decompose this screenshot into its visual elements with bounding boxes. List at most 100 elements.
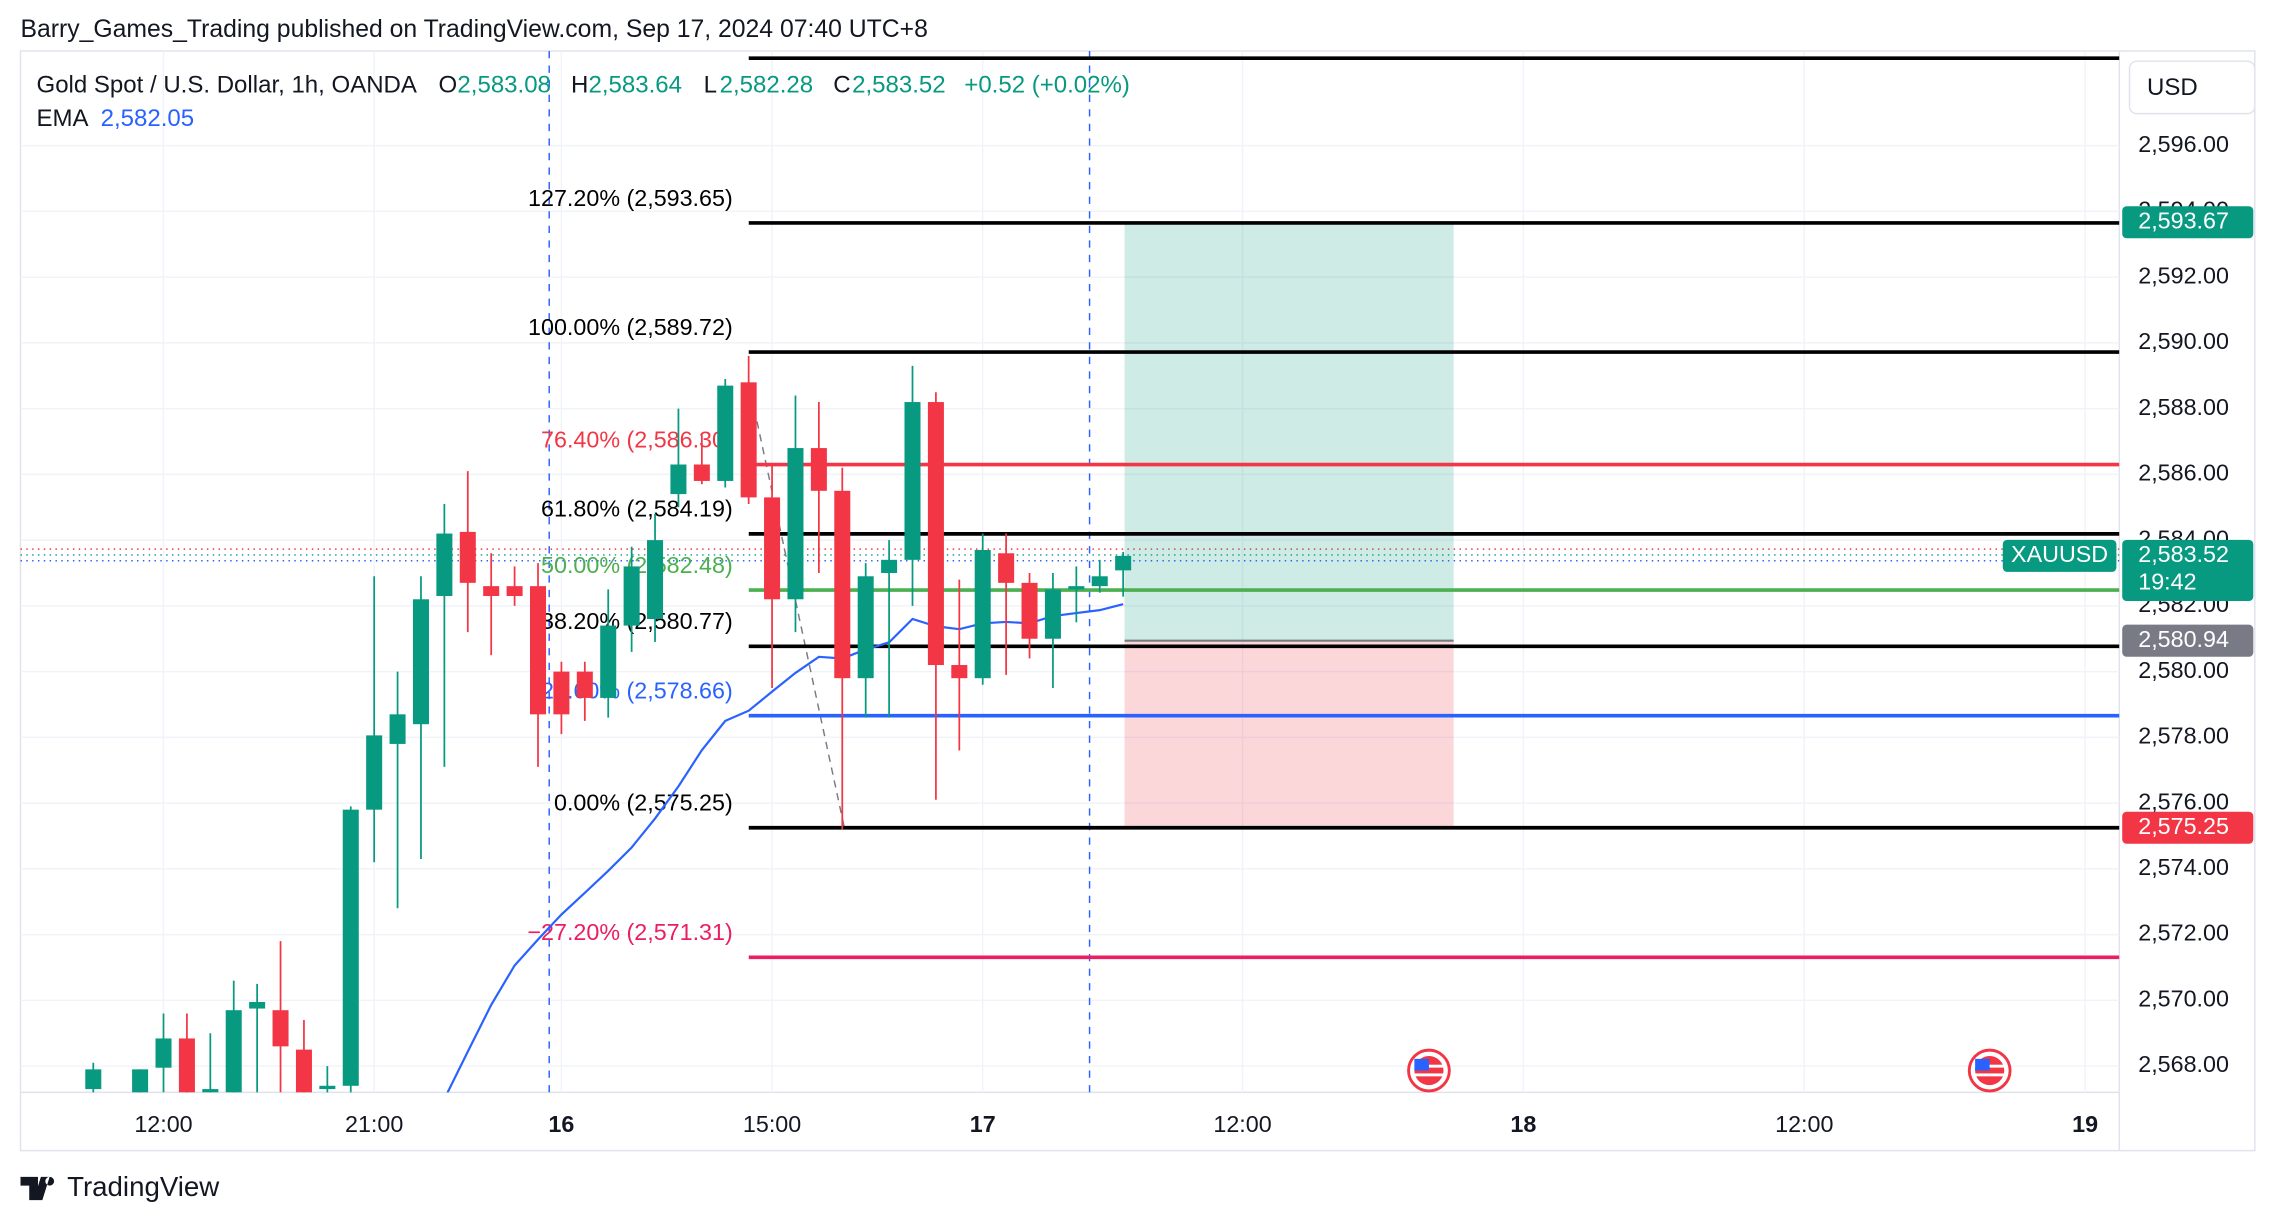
candle-body	[459, 531, 476, 583]
candle-body	[319, 1085, 336, 1090]
symbol: Gold Spot / U.S. Dollar, 1h, OANDA	[37, 71, 417, 98]
fib-label: 76.40% (2,586.30)	[541, 426, 733, 452]
fib-label: 100.00% (2,589.72)	[528, 314, 733, 340]
y-tick-label: 2,580.00	[2138, 657, 2229, 683]
last-price-tag: 2,583.52	[2138, 541, 2229, 567]
ohlc-value: 2,583.64	[589, 71, 682, 98]
ema-line	[446, 603, 1124, 1093]
ohlc-label: C	[833, 71, 850, 98]
profit-zone	[1124, 222, 1454, 641]
ohlc-value: 2,583.08	[457, 71, 550, 98]
x-tick-label: 12:00	[1775, 1111, 1833, 1137]
x-tick-label: 16	[548, 1111, 574, 1137]
candle-body	[857, 576, 874, 679]
currency-box[interactable]	[2128, 60, 2256, 115]
event-flag	[1407, 1048, 1451, 1093]
candle-body	[576, 671, 593, 698]
candle-body	[389, 714, 406, 744]
y-tick-label: 2,588.00	[2138, 394, 2229, 420]
candle-body	[834, 490, 851, 679]
y-tick-label: 2,578.00	[2138, 723, 2229, 749]
candle-body	[693, 464, 710, 481]
candle-body	[412, 599, 429, 725]
candle-body	[810, 448, 827, 491]
candle-body	[132, 1069, 149, 1093]
y-tick-label: 2,596.00	[2138, 131, 2229, 157]
candle-body	[904, 402, 921, 560]
x-tick-label: 17	[970, 1111, 996, 1137]
x-tick-label: 18	[1510, 1111, 1536, 1137]
fib-trend-line	[748, 382, 846, 831]
symbol-tag-bg	[2002, 539, 2117, 572]
candle-body	[1091, 576, 1108, 587]
candle-body	[670, 464, 687, 495]
ohlc-label: O	[439, 71, 458, 98]
fib-label: 23.60% (2,578.66)	[541, 678, 733, 704]
legend-label: EMA	[37, 105, 89, 132]
candle-body	[295, 1049, 312, 1093]
last-price-tag-bg	[2122, 539, 2254, 602]
candle-body	[272, 1010, 289, 1047]
change: +0.52 (+0.02%)	[964, 71, 1130, 98]
stop-tag: 2,575.25	[2138, 813, 2229, 839]
x-tick-label: 12:00	[1213, 1111, 1271, 1137]
ohlc-value: 2,582.28	[720, 71, 813, 98]
stop-tag-bg	[2122, 811, 2254, 844]
candle-body	[1115, 555, 1132, 571]
symbol-tag: XAUUSD	[2011, 541, 2108, 567]
candle-body	[155, 1038, 172, 1068]
candle-body	[506, 586, 523, 597]
candle-body	[881, 559, 898, 573]
x-tick-label: 15:00	[743, 1111, 801, 1137]
entry-tag: 2,580.94	[2138, 626, 2229, 652]
x-tick-label: 19	[2072, 1111, 2098, 1137]
candle-body	[647, 540, 664, 620]
candle-body	[998, 553, 1015, 583]
y-tick-label: 2,568.00	[2138, 1051, 2229, 1077]
candle-body	[951, 665, 968, 679]
candle-body	[717, 385, 734, 481]
y-tick-label: 2,574.00	[2138, 854, 2229, 880]
publisher: Barry_Games_Trading published on Trading…	[20, 16, 927, 43]
candle-body	[623, 566, 640, 626]
ohlc-value: 2,583.52	[852, 71, 945, 98]
candle-body	[764, 497, 781, 600]
ohlc-label: H	[571, 71, 588, 98]
candle-body	[225, 1010, 242, 1093]
grid	[20, 50, 2120, 1093]
target-tag: 2,593.67	[2138, 207, 2229, 233]
candle-body	[202, 1089, 219, 1093]
x-tick-label: 21:00	[345, 1111, 403, 1137]
event-flag	[1967, 1048, 2012, 1093]
candle-body	[366, 735, 383, 810]
candle-body	[787, 448, 804, 600]
candle-body	[436, 533, 453, 597]
candle-body	[927, 402, 944, 666]
x-tick-label: 12:00	[134, 1111, 192, 1137]
logo	[20, 1176, 55, 1201]
y-tick-label: 2,586.00	[2138, 460, 2229, 486]
ohlc-label: L	[704, 71, 717, 98]
y-tick-label: 2,576.00	[2138, 788, 2229, 814]
candle-body	[553, 671, 570, 715]
candle-body	[483, 586, 500, 597]
candle-body	[342, 809, 359, 1086]
plot: 127.20% (2,593.65) 100.00% (2,589.72) 76.4…	[20, 50, 2120, 1093]
fib-label: 0.00% (2,575.25)	[554, 790, 733, 816]
currency[interactable]: USD	[2147, 74, 2198, 101]
footer-brand: TradingView	[67, 1171, 220, 1202]
candle-body	[600, 625, 617, 698]
candle-body	[740, 382, 757, 498]
loss-zone	[1124, 640, 1454, 828]
overlay: 2,568.00 2,570.00 2,572.00 2,574.00 2,576.00…	[134, 131, 2254, 1137]
fib-label: 61.80% (2,584.19)	[541, 496, 733, 522]
y-tick-label: 2,592.00	[2138, 262, 2229, 288]
candle-body	[85, 1069, 102, 1090]
candle-body	[178, 1038, 195, 1093]
countdown: 19:42	[2138, 569, 2196, 595]
candle-body	[529, 586, 547, 715]
legend-value: 2,582.05	[101, 105, 194, 132]
fib-label: 127.20% (2,593.65)	[528, 185, 733, 211]
